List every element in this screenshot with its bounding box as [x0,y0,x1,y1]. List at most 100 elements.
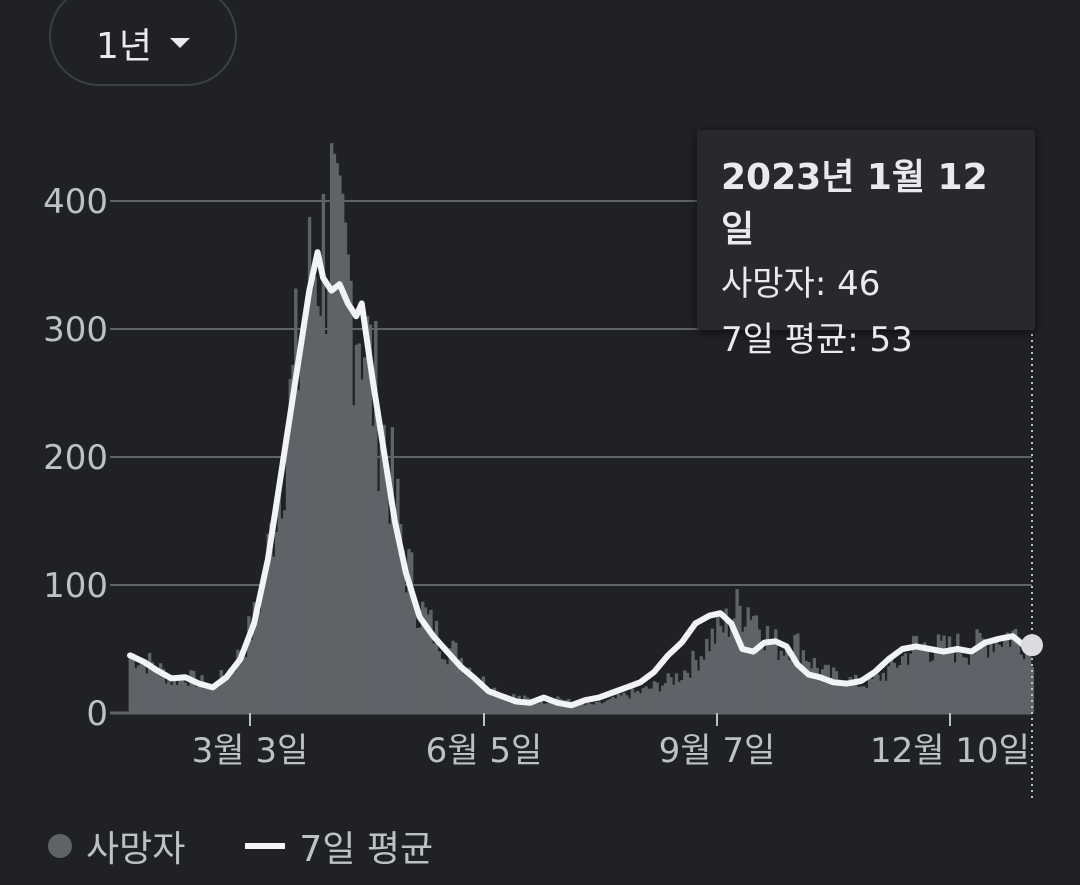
bar [914,635,919,713]
bar [465,669,469,713]
bar [139,660,144,713]
bar [230,670,235,713]
tooltip-avg-value: 53 [869,320,913,360]
bar [936,634,941,713]
bar [636,690,640,713]
legend-item-deaths[interactable]: 사망자 [48,820,185,872]
bar [898,665,902,713]
x-tick-label: 12월 10일 [870,731,1030,771]
y-tick-label: 200 [43,438,108,478]
bar [390,427,395,713]
bar [873,675,877,713]
bar [299,352,303,713]
bar [1027,646,1032,713]
bar [608,698,612,713]
dropdown-caret-icon [170,38,191,48]
x-tick-label: 9월 7일 [659,731,776,771]
bar [986,657,990,713]
bar [605,700,610,713]
bar [660,685,665,713]
bar [205,685,210,713]
bar [161,668,166,713]
bar [782,655,786,713]
bar [456,666,461,713]
bar [1008,646,1012,713]
y-tick-label: 300 [43,310,108,350]
bar [478,682,483,713]
bar [216,687,221,713]
bar [705,639,709,713]
bar [685,672,690,713]
tooltip-date: 2023년 1월 12일 [721,157,988,250]
bar [776,660,781,713]
bar [691,650,695,713]
bar [506,695,510,713]
bar [285,440,290,713]
bar [371,426,375,713]
bar [338,175,342,713]
bar [710,628,714,713]
bar [724,608,728,713]
bar [633,692,637,713]
bar [688,677,692,713]
bar [269,522,273,713]
bar [809,668,814,713]
bar [950,650,954,713]
bar [707,651,712,713]
bar [729,625,734,713]
bar [222,677,226,713]
bar [980,638,985,713]
bar [387,523,392,713]
bar [247,616,251,713]
bar [958,653,963,713]
bar [244,657,248,713]
period-dropdown[interactable]: 1년 [49,0,237,86]
bar [352,405,356,713]
bar [128,654,132,713]
bar [655,682,659,713]
bar [594,701,599,713]
bar [181,677,185,713]
bar [183,682,188,713]
bar [346,254,350,713]
bar [418,627,422,713]
seven-day-average-line [127,249,1035,709]
bar [467,667,472,713]
legend-item-avg[interactable]: 7일 평균 [245,820,433,872]
bar [249,639,254,713]
bar [934,652,938,713]
bar [136,665,141,713]
bar [448,648,452,713]
bar [774,629,778,713]
bar [740,631,745,713]
y-tick-label: 0 [86,694,108,734]
bar [752,616,756,713]
bar [575,705,579,713]
bar [200,675,204,713]
bar [713,643,717,713]
bar [426,614,430,713]
bar [379,446,383,713]
bar [658,691,662,713]
bar [572,703,577,713]
bar [964,657,968,713]
bar [826,664,830,713]
bar [683,670,687,713]
bar [324,333,328,713]
bar [699,656,703,713]
bar [804,660,808,713]
bar [396,478,400,713]
bar [214,687,218,713]
bar [887,666,891,713]
bar [327,287,331,713]
bar [798,664,803,713]
bar [614,698,618,713]
bar [666,673,670,713]
bar [434,620,439,713]
bar [972,653,977,713]
bar [274,531,279,713]
bar [134,668,138,713]
tooltip-deaths-label: 사망자 [721,264,815,304]
